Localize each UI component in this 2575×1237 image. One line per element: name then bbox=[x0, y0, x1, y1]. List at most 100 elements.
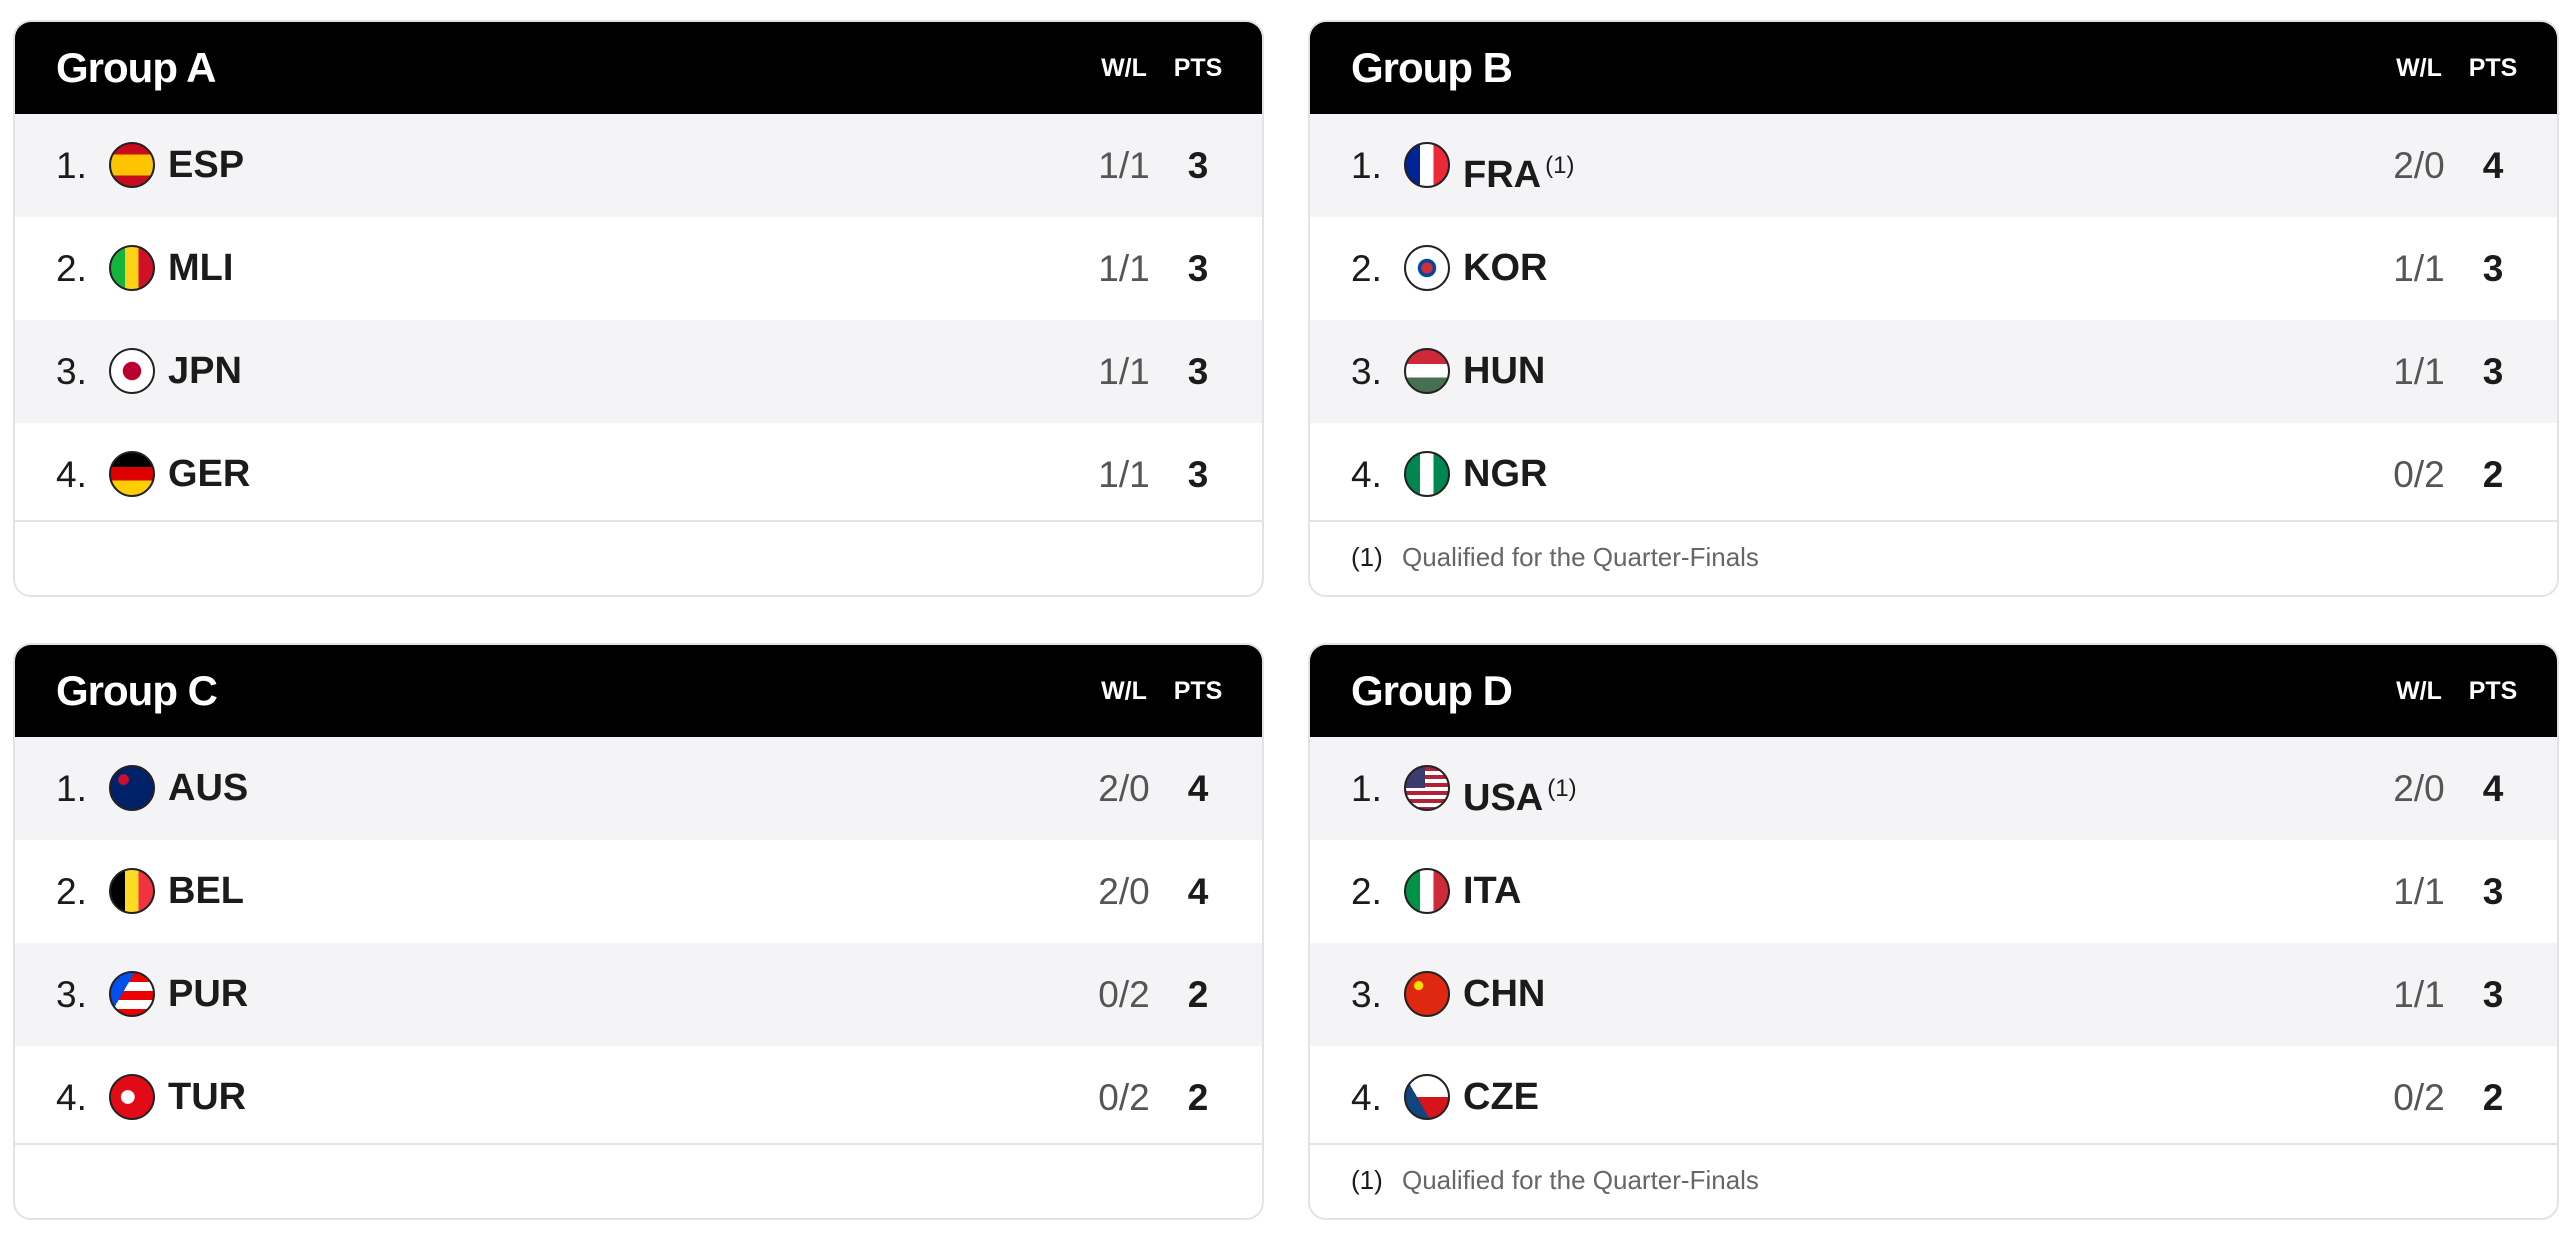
points: 3 bbox=[2482, 974, 2504, 1015]
points: 4 bbox=[2482, 145, 2504, 186]
team-row: 4. GER 1/1 3 bbox=[15, 423, 1262, 526]
group-footer bbox=[15, 520, 1262, 595]
flag-icon bbox=[109, 245, 155, 291]
points: 3 bbox=[2482, 351, 2504, 392]
team-row: 1. ESP 1/1 3 bbox=[15, 114, 1262, 217]
team-name: TUR bbox=[168, 1046, 246, 1149]
team-code: BEL bbox=[168, 870, 244, 912]
rank: 4. bbox=[56, 1077, 87, 1118]
group-header: Group A W/L PTS bbox=[15, 22, 1262, 114]
team-code: PUR bbox=[168, 973, 249, 1015]
flag-icon bbox=[1404, 348, 1450, 394]
win-loss: 2/0 bbox=[2393, 145, 2445, 186]
team-name: NGR bbox=[1463, 423, 1547, 526]
win-loss: 0/2 bbox=[2393, 1077, 2445, 1118]
group-card: Group B W/L PTS 1. FRA (1) 2/0 4 2. KOR 1/1 3 3. HUN 1… bbox=[1308, 20, 2559, 597]
rank: 2. bbox=[1351, 871, 1382, 912]
team-code: HUN bbox=[1463, 350, 1546, 392]
team-code: JPN bbox=[168, 350, 242, 392]
flag-icon bbox=[1404, 245, 1450, 291]
team-code: CZE bbox=[1463, 1076, 1539, 1118]
points: 3 bbox=[2482, 871, 2504, 912]
qualification-note: (1) bbox=[1545, 152, 1575, 179]
rank: 2. bbox=[56, 248, 87, 289]
flag-icon bbox=[109, 142, 155, 188]
column-header: W/L bbox=[1101, 54, 1147, 82]
rank: 3. bbox=[56, 351, 87, 392]
team-row: 4. CZE 0/2 2 bbox=[1310, 1046, 2557, 1149]
points: 4 bbox=[1187, 768, 1209, 809]
team-name: ESP bbox=[168, 114, 244, 217]
group-title: Group C bbox=[56, 667, 218, 714]
win-loss: 2/0 bbox=[1098, 768, 1150, 809]
team-code: ESP bbox=[168, 144, 245, 186]
footnote-marker: (1) bbox=[1351, 1165, 1383, 1195]
win-loss: 0/2 bbox=[2393, 454, 2445, 495]
points: 3 bbox=[1187, 454, 1209, 495]
rank: 3. bbox=[1351, 351, 1382, 392]
group-header: Group D W/L PTS bbox=[1310, 645, 2557, 737]
win-loss: 2/0 bbox=[2393, 768, 2445, 809]
group-card: Group C W/L PTS 1. AUS 2/0 4 2. BEL 2/0 4 3. PUR 0/2 2… bbox=[13, 643, 1264, 1220]
team-name: AUS bbox=[168, 737, 248, 840]
win-loss: 0/2 bbox=[1098, 1077, 1150, 1118]
column-header: PTS bbox=[1173, 677, 1223, 705]
team-code: GER bbox=[168, 453, 251, 495]
points: 3 bbox=[1187, 248, 1209, 289]
team-row: 2. KOR 1/1 3 bbox=[1310, 217, 2557, 320]
team-name: ITA bbox=[1463, 840, 1521, 943]
team-row: 2. BEL 2/0 4 bbox=[15, 840, 1262, 943]
team-row: 3. JPN 1/1 3 bbox=[15, 320, 1262, 423]
team-name: GER bbox=[168, 423, 250, 526]
rank: 4. bbox=[56, 454, 87, 495]
column-header: PTS bbox=[2468, 677, 2518, 705]
team-row: 3. HUN 1/1 3 bbox=[1310, 320, 2557, 423]
win-loss: 1/1 bbox=[1098, 248, 1150, 289]
column-header: W/L bbox=[2396, 677, 2442, 705]
points: 2 bbox=[2482, 1077, 2504, 1118]
points: 3 bbox=[2482, 248, 2504, 289]
footnote-marker: (1) bbox=[1351, 542, 1383, 572]
team-row: 1. FRA (1) 2/0 4 bbox=[1310, 114, 2557, 217]
column-header: PTS bbox=[2468, 54, 2518, 82]
win-loss: 1/1 bbox=[2393, 351, 2445, 392]
team-code: MLI bbox=[168, 247, 234, 289]
team-row: 1. USA (1) 2/0 4 bbox=[1310, 737, 2557, 840]
group-card: Group A W/L PTS 1. ESP 1/1 3 2. MLI 1/1 3 3. JPN 1/1 3… bbox=[13, 20, 1264, 597]
team-row: 2. ITA 1/1 3 bbox=[1310, 840, 2557, 943]
win-loss: 1/1 bbox=[1098, 351, 1150, 392]
rank: 1. bbox=[1351, 145, 1382, 186]
team-name: CHN bbox=[1463, 943, 1545, 1046]
win-loss: 1/1 bbox=[2393, 248, 2445, 289]
group-header: Group C W/L PTS bbox=[15, 645, 1262, 737]
group-footer: (1) Qualified for the Quarter-Finals bbox=[1310, 1143, 2557, 1218]
team-code: CHN bbox=[1463, 973, 1546, 1015]
team-row: 4. NGR 0/2 2 bbox=[1310, 423, 2557, 526]
group-footer bbox=[15, 1143, 1262, 1218]
win-loss: 1/1 bbox=[1098, 454, 1150, 495]
team-row: 3. PUR 0/2 2 bbox=[15, 943, 1262, 1046]
team-row: 1. AUS 2/0 4 bbox=[15, 737, 1262, 840]
team-name: FRA (1) bbox=[1463, 114, 1574, 227]
win-loss: 0/2 bbox=[1098, 974, 1150, 1015]
rank: 4. bbox=[1351, 1077, 1382, 1118]
points: 4 bbox=[1187, 871, 1209, 912]
qualification-note: (1) bbox=[1547, 775, 1577, 802]
flag-icon bbox=[109, 451, 155, 497]
rank: 1. bbox=[56, 768, 87, 809]
flag-icon bbox=[109, 971, 155, 1017]
team-name: KOR bbox=[1463, 217, 1547, 320]
flag-icon bbox=[109, 765, 155, 811]
team-row: 2. MLI 1/1 3 bbox=[15, 217, 1262, 320]
group-title: Group A bbox=[56, 44, 216, 91]
team-name: USA (1) bbox=[1463, 737, 1577, 850]
flag-icon bbox=[1404, 765, 1450, 811]
group-header: Group B W/L PTS bbox=[1310, 22, 2557, 114]
team-code: FRA bbox=[1463, 154, 1542, 196]
team-name: BEL bbox=[168, 840, 244, 943]
group-title: Group D bbox=[1351, 667, 1513, 714]
group-footer: (1) Qualified for the Quarter-Finals bbox=[1310, 520, 2557, 595]
rank: 2. bbox=[56, 871, 87, 912]
flag-icon bbox=[1404, 451, 1450, 497]
